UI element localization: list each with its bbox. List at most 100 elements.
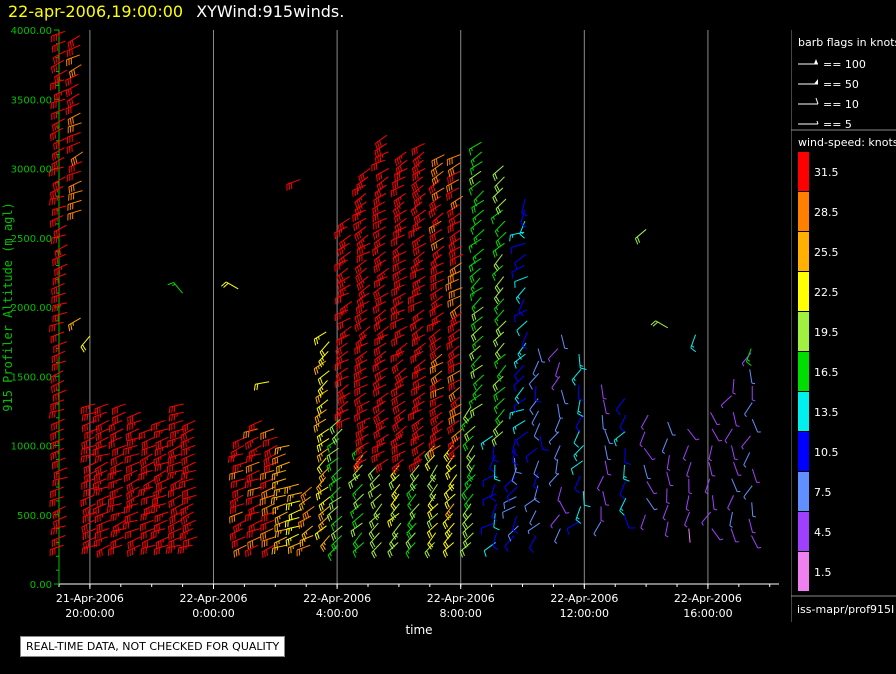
wind-barb-t10.6	[405, 542, 416, 559]
wind-barb-isolated-6	[634, 229, 647, 245]
wind-barb-t14.5	[533, 460, 540, 479]
wind-barb-t15.2	[558, 500, 570, 514]
wind-barb-t12.7	[473, 229, 485, 245]
wind-barb-t7.7	[316, 438, 330, 453]
barb-legend-label-3: == 5	[823, 118, 852, 131]
wind-barb-t10.0	[387, 542, 399, 558]
wind-barb-t9.6	[376, 176, 389, 192]
wind-barb-t3.0	[168, 411, 184, 422]
wind-barb-t13.1	[482, 474, 496, 488]
wind-barb-t-0.8	[50, 79, 65, 91]
wind-barb-t20.8	[720, 395, 732, 409]
wind-barb-t7.7	[313, 331, 327, 346]
wind-barb-t12.4	[461, 416, 473, 432]
wind-barb-t0.6	[96, 544, 110, 558]
wind-barb-t3.0	[168, 536, 183, 549]
x-tick-label-date-3: 22-Apr-2006	[427, 592, 495, 605]
wind-barb-t13.1	[482, 493, 497, 506]
wind-barb-t9.0	[355, 433, 369, 448]
wind-barb-t2.5	[150, 528, 166, 539]
wind-barb-t7.7	[316, 428, 330, 443]
wind-barb-t11.2	[424, 542, 435, 559]
wind-barb-isolated-4	[253, 381, 270, 391]
wind-barb-t1.6	[122, 445, 138, 456]
wind-barb-t12.0	[449, 403, 462, 418]
wind-barb-t16.6	[593, 521, 602, 537]
y-tick-label-6: 3000.00	[11, 165, 52, 176]
wind-barb-t7.7	[316, 399, 329, 415]
wind-barb-t7.2	[300, 486, 312, 503]
wind-barb-t6.8	[285, 525, 301, 536]
speed-label-0: 31.5	[814, 166, 839, 179]
wind-barb-t-0.8	[50, 525, 66, 536]
wind-barb-t-0.8	[52, 312, 67, 323]
wind-barb-t10.2	[392, 400, 406, 415]
wind-barb-t3.4	[182, 486, 196, 499]
wind-barb-t2.1	[143, 478, 157, 492]
wind-barb-t15.9	[574, 475, 581, 494]
wind-barb-t3.0	[168, 403, 184, 414]
wind-barb-t14.5	[532, 360, 540, 377]
wind-barb-t8.1	[330, 515, 343, 532]
wind-barb-t12.0	[450, 395, 463, 411]
wind-barb-t13.4	[492, 187, 504, 204]
wind-barb-t10.2	[394, 367, 407, 383]
wind-barb-t12.0	[447, 295, 462, 308]
wind-barb-t11.4	[430, 386, 445, 399]
wind-barb-t20.1	[708, 445, 713, 462]
wind-barb-t12.4	[462, 532, 474, 549]
wind-barb-t-0.8	[50, 399, 65, 412]
wind-barb-t10.8	[412, 375, 426, 390]
wind-barb-t11.8	[444, 522, 455, 540]
wind-barb-t11.2	[424, 454, 436, 472]
wind-barb-t7.7	[318, 506, 330, 522]
wind-barb-t9.0	[354, 309, 368, 324]
wind-barb-t9.0	[356, 251, 371, 264]
wind-barb-t11.8	[448, 474, 458, 492]
wind-barb-t1.1	[110, 511, 126, 522]
wind-barb-t12.7	[471, 316, 483, 332]
wind-barb-t3.4	[181, 445, 196, 457]
wind-barb-t-0.8	[53, 224, 67, 239]
wind-barb-t8.1	[326, 447, 339, 463]
wind-barb-t8.1	[329, 486, 341, 503]
wind-barb-t3.4	[180, 428, 194, 442]
wind-barb-t10.6	[406, 483, 418, 500]
wind-barb-t16.6	[604, 445, 611, 461]
wind-barb-t-0.3	[66, 141, 81, 154]
speed-label-4: 19.5	[814, 326, 839, 339]
quality-notice: REAL-TIME DATA, NOT CHECKED FOR QUALITY	[20, 636, 286, 657]
wind-barb-t9.0	[355, 442, 369, 456]
wind-barb-t2.1	[139, 453, 153, 468]
wind-barb-t10.8	[411, 184, 424, 200]
wind-barb-t2.5	[154, 511, 169, 523]
wind-barb-t8.1	[327, 438, 340, 453]
wind-barb-t8.4	[336, 350, 349, 366]
header-title: XYWind:915winds.	[196, 2, 345, 21]
wind-barb-t9.6	[372, 226, 387, 240]
wind-barb-t13.4	[492, 265, 504, 281]
wind-barb-t3.4	[177, 544, 193, 555]
wind-barb-t20.1	[704, 478, 711, 495]
wind-barb-t9.0	[355, 350, 368, 366]
wind-barb-t9.6	[373, 384, 387, 397]
legend-graphic: barb flags in knots == 100 == 50 == 10 == 5 w…	[790, 30, 896, 622]
wind-barb-t10.8	[412, 151, 425, 167]
wind-barb-t13.4	[493, 254, 503, 272]
wind-barb-t3.0	[170, 503, 184, 517]
wind-barb-t9.4	[368, 522, 379, 540]
wind-barb-t3.4	[181, 453, 195, 466]
wind-barb-t17.3	[615, 398, 626, 416]
speed-legend-bin-7: 10.5	[798, 432, 839, 471]
wind-barb-t9.6	[375, 292, 389, 307]
wind-barb-t2.5	[154, 461, 170, 472]
wind-barb-t0.6	[95, 436, 109, 450]
wind-barb-t11.4	[430, 162, 443, 178]
wind-barb-t11.8	[444, 493, 456, 510]
wind-barb-t8.1	[328, 476, 342, 492]
wind-barb-t0.6	[95, 461, 108, 476]
wind-barb-t0.6	[95, 528, 109, 540]
wind-barb-t13.8	[506, 486, 518, 503]
wind-barb-t11.4	[428, 204, 442, 219]
wind-barb-t8.4	[334, 409, 349, 422]
